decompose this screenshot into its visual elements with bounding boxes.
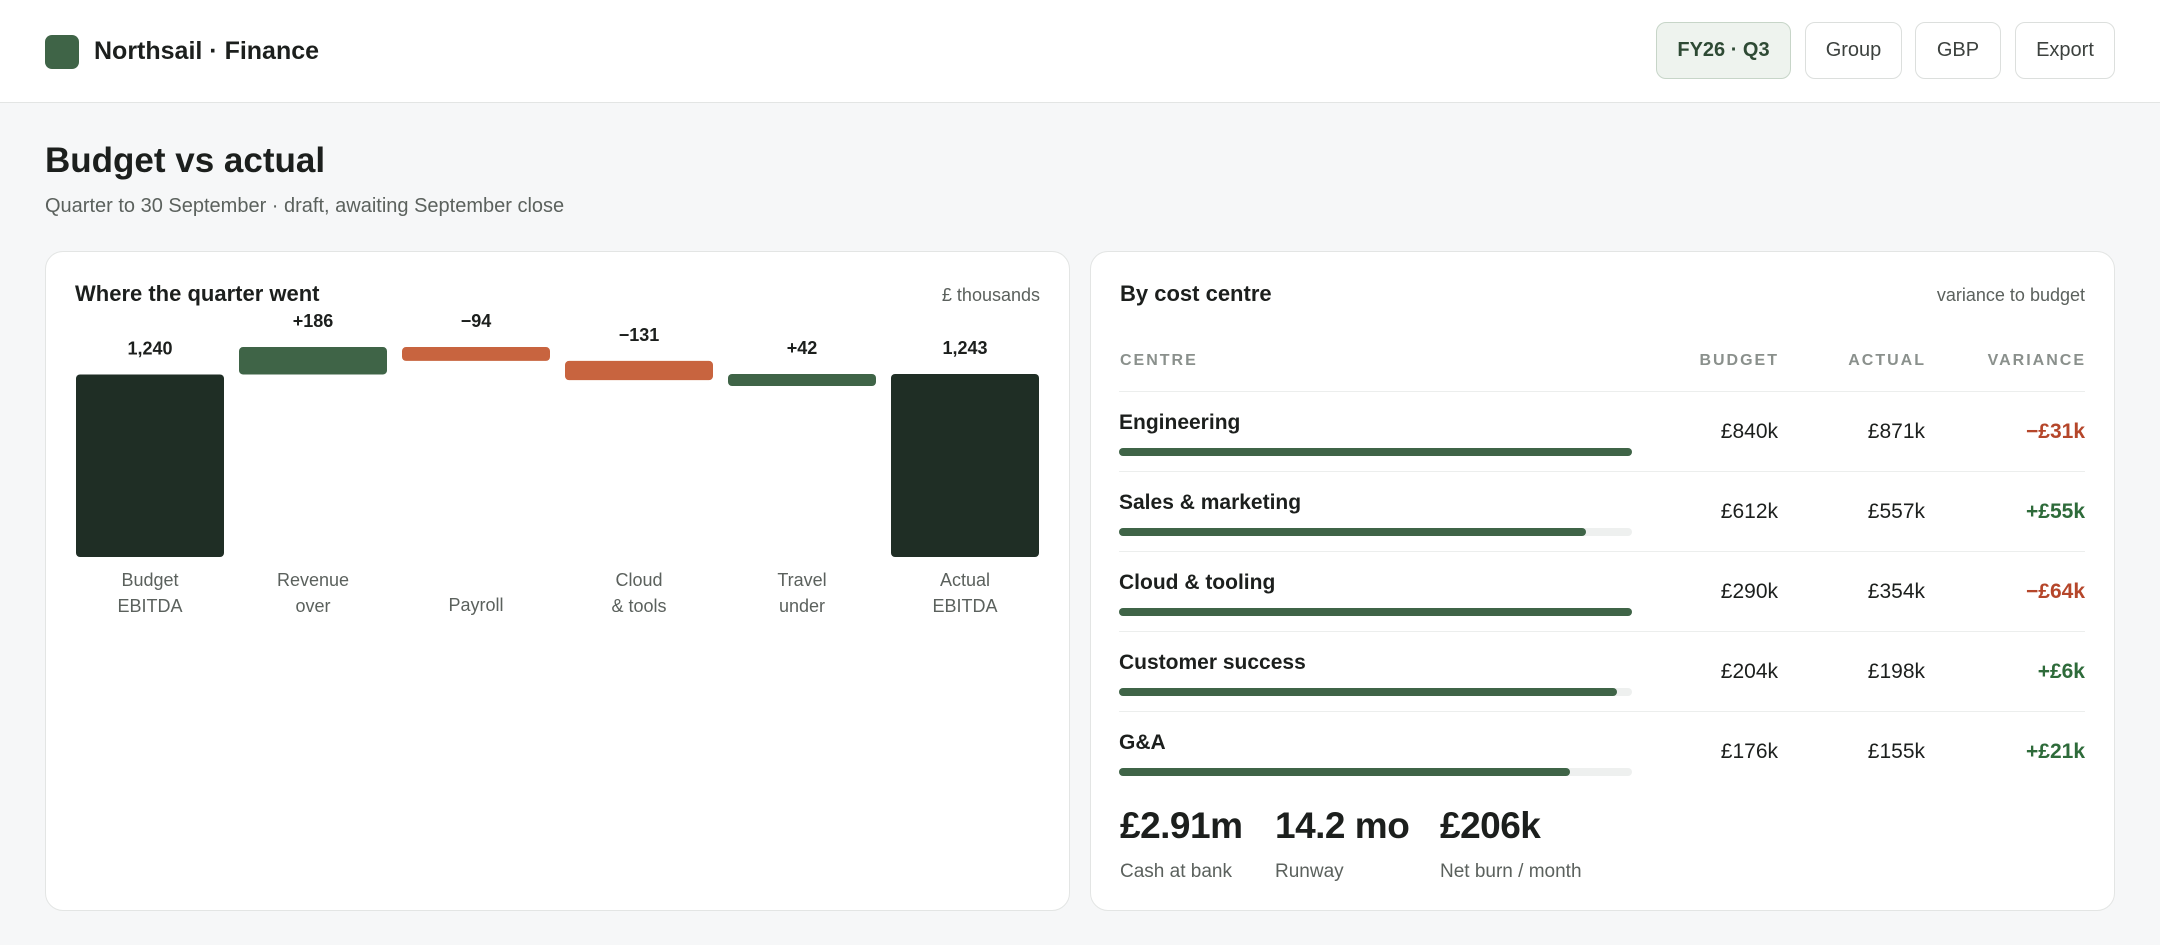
waterfall-chart: 1,240 Budget EBITDA +186 Revenue over −94 Payro… [76,311,1039,616]
waterfall-category-label: EBITDA [932,596,997,616]
cost-centre-bar-fill [1119,608,1632,616]
cost-centre-bar-track [1119,528,1632,536]
waterfall-value-label: 1,243 [942,338,987,358]
waterfall-bar [891,374,1039,557]
waterfall-bar [76,374,224,557]
column-header-variance: VARIANCE [1987,352,2086,369]
column-header-centre: CENTRE [1120,352,1198,369]
waterfall-bar [565,360,713,381]
waterfall-bar [402,347,550,361]
waterfall-bar [239,347,387,375]
top-bar: Northsail · Finance FY26 · Q3 Group GBP … [0,0,2160,103]
waterfall-category-label: Actual [940,570,990,590]
cost-centre-bar-track [1119,688,1632,696]
cost-centre-card: By cost centre variance to budget CENTRE… [1090,251,2115,911]
waterfall-category-label: Cloud [615,570,662,590]
cost-centre-bar-fill [1119,528,1586,536]
table-row[interactable]: G&A £176k £155k +£21k [1119,711,2085,791]
kpi-cash-value: £2.91m [1120,805,1243,846]
table-row[interactable]: Cloud & tooling £290k £354k −£64k [1119,551,2085,631]
cost-centre-bar-track [1119,768,1632,776]
cost-centre-variance: −£64k [2026,580,2085,603]
cost-centre-actual: £557k [1867,500,1925,523]
cost-centre-bar-fill [1119,688,1617,696]
column-header-budget: BUDGET [1699,352,1779,369]
table-row[interactable]: Sales & marketing £612k £557k +£55k [1119,471,2085,551]
waterfall-category-label: Revenue [277,570,349,590]
currency-selector-button[interactable]: GBP [1915,22,2001,79]
cost-centre-variance: +£6k [2037,660,2085,683]
waterfall-value-label: −94 [461,311,492,331]
kpi-runway-value: 14.2 mo [1275,805,1410,846]
waterfall-title: Where the quarter went [75,281,320,306]
waterfall-value-label: −131 [619,325,660,345]
kpi-runway: 14.2 mo Runway [1275,804,1410,884]
waterfall-category-label: under [779,596,825,616]
export-button[interactable]: Export [2015,22,2115,79]
cost-centre-actual: £871k [1867,420,1925,443]
waterfall-bar [728,374,876,386]
cost-centre-note: variance to budget [1936,285,2085,305]
kpi-cash: £2.91m Cash at bank [1120,804,1243,884]
waterfall-category-label: over [295,596,330,616]
cost-centre-name: Customer success [1119,651,1306,674]
waterfall-value-label: +186 [293,311,334,331]
table-row[interactable]: Engineering £840k £871k −£31k [1119,391,2085,471]
column-header-actual: ACTUAL [1848,352,1926,369]
kpi-burn: £206k Net burn / month [1440,804,1582,884]
cost-centre-budget: £204k [1720,660,1778,683]
cost-centre-title: By cost centre [1120,281,1272,306]
cost-centre-budget: £612k [1720,500,1778,523]
cost-centre-bar-track [1119,448,1632,456]
cost-centre-actual: £354k [1867,580,1925,603]
cost-centre-name: G&A [1119,731,1166,754]
waterfall-value-label: +42 [787,338,818,358]
cost-centre-budget: £176k [1720,740,1778,763]
cost-centre-budget: £290k [1720,580,1778,603]
table-row[interactable]: Customer success £204k £198k +£6k [1119,631,2085,711]
kpi-cash-label: Cash at bank [1120,861,1232,882]
cost-centre-variance: −£31k [2026,420,2085,443]
cost-centre-actual: £155k [1867,740,1925,763]
waterfall-category-label: & tools [611,596,666,616]
waterfall-category-label: EBITDA [117,596,182,616]
cost-centre-variance: +£55k [2026,500,2085,523]
page-title: Budget vs actual [45,141,326,180]
page-subtitle: Quarter to 30 September · draft, awaitin… [45,195,565,217]
waterfall-category-label: Budget [121,570,178,590]
waterfall-unit-note: £ thousands [941,285,1040,305]
cost-centre-name: Sales & marketing [1119,491,1302,514]
cost-centre-bar-fill [1119,768,1571,776]
period-selector-button[interactable]: FY26 · Q3 [1656,22,1791,79]
brand-logo [45,35,79,69]
waterfall-card: Where the quarter went £ thousands 1,240… [45,251,1070,911]
cost-centre-actual: £198k [1867,660,1925,683]
cost-centre-name: Engineering [1119,411,1241,434]
cost-centre-variance: +£21k [2026,740,2085,763]
cost-centre-name: Cloud & tooling [1119,571,1276,594]
app-title: Northsail · Finance [94,37,320,65]
waterfall-category-label: Payroll [448,595,503,615]
cost-centre-budget: £840k [1720,420,1778,443]
kpi-runway-label: Runway [1275,861,1344,882]
kpi-burn-value: £206k [1440,805,1541,846]
waterfall-category-label: Travel [777,570,826,590]
cost-centre-bar-track [1119,608,1632,616]
entity-selector-button[interactable]: Group [1805,22,1902,79]
kpi-burn-label: Net burn / month [1440,861,1582,882]
cost-centre-bar-fill [1119,448,1632,456]
waterfall-value-label: 1,240 [127,338,172,358]
